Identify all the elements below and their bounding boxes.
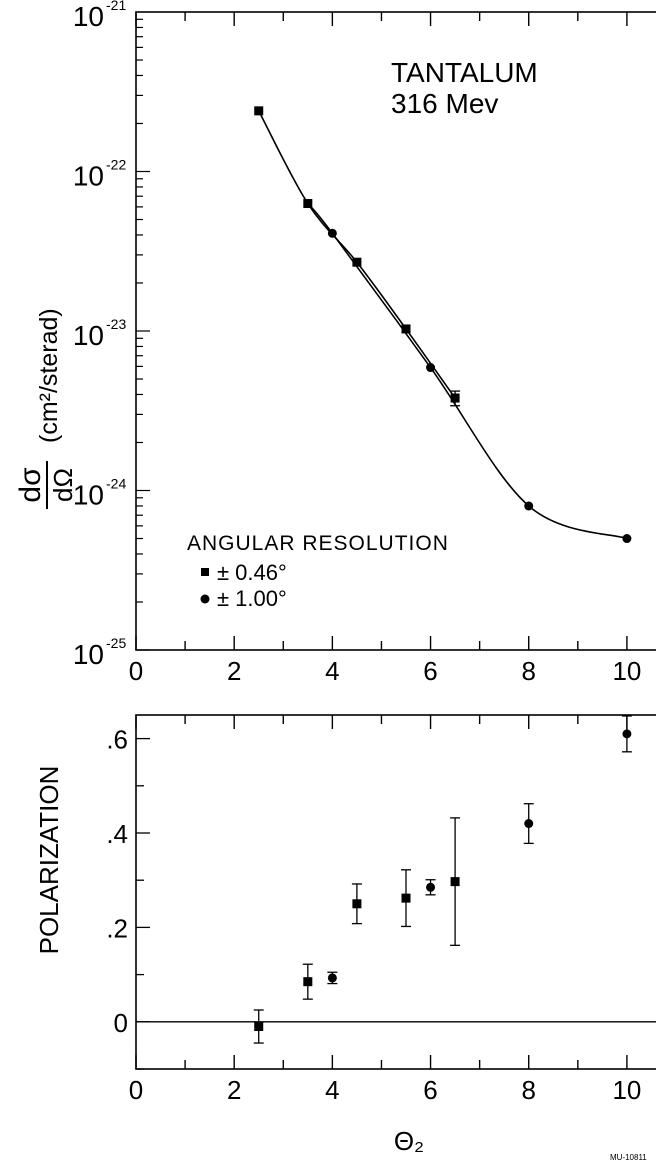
polarization-point-square <box>352 899 362 909</box>
data-point-circle <box>524 501 534 511</box>
polarization-point-square <box>303 977 313 987</box>
fit-curve-squares <box>258 110 456 399</box>
top-x-tick-label: 8 <box>521 656 535 686</box>
top-y-tick-label-exponent: -24 <box>106 476 126 492</box>
polarization-y-axis-label: POLARIZATION <box>34 766 64 955</box>
fit-curve-circles <box>307 202 628 540</box>
bottom-x-tick-label: 8 <box>521 1075 535 1105</box>
polarization-point-square <box>450 877 460 887</box>
cross-section-points <box>254 106 632 544</box>
top-x-tick-label: 10 <box>612 656 641 686</box>
legend: ANGULAR RESOLUTION ± 0.46° ± 1.00° <box>187 532 449 611</box>
top-y-tick-label-exponent: -21 <box>106 0 126 13</box>
y-label-numerator: dσ <box>14 467 47 503</box>
data-point-square <box>303 199 313 209</box>
data-point-square <box>450 393 460 403</box>
legend-label-circles: ± 1.00° <box>217 586 287 611</box>
bottom-x-tick-label: 0 <box>129 1075 143 1105</box>
top-x-tick-label: 0 <box>129 656 143 686</box>
polarization-y-tick-labels: 0 .2 .4 .6 <box>106 725 128 1038</box>
data-point-square <box>401 324 411 334</box>
polarization-points <box>253 715 632 1044</box>
bottom-y-tick-label: .6 <box>106 725 128 755</box>
x-axis-label: Θ₂ <box>394 1126 424 1156</box>
top-y-tick-label: 10 <box>73 639 104 670</box>
bottom-y-tick-label: .4 <box>106 819 128 849</box>
figure-code: MU-10811 <box>610 1153 647 1162</box>
legend-title: ANGULAR RESOLUTION <box>187 532 449 555</box>
polarization-ticks <box>135 715 628 1070</box>
bottom-y-tick-label: 0 <box>114 1008 128 1038</box>
annotation-material: TANTALUM <box>391 57 538 88</box>
data-point-circle <box>622 534 632 544</box>
y-label-unit: (cm²/sterad) <box>35 308 63 443</box>
cross-section-x-tick-labels: 0 2 4 6 8 10 <box>129 656 642 686</box>
top-y-tick-label: 10 <box>73 161 104 192</box>
top-y-tick-label: 10 <box>73 1 104 32</box>
data-point-circle <box>327 228 337 238</box>
data-point-square <box>352 257 362 267</box>
top-y-tick-label: 10 <box>73 480 104 511</box>
top-y-tick-label-exponent: -25 <box>106 635 126 651</box>
polarization-point-circle <box>327 973 337 983</box>
top-y-tick-label-exponent: -23 <box>106 316 126 332</box>
polarization-point-square <box>254 1022 264 1032</box>
polarization-point-circle <box>524 819 534 829</box>
legend-label-squares: ± 0.46° <box>217 560 287 585</box>
top-y-tick-label: 10 <box>73 320 104 351</box>
bottom-x-tick-label: 4 <box>325 1075 339 1105</box>
top-x-tick-label: 4 <box>325 656 339 686</box>
bottom-x-tick-label: 10 <box>612 1075 641 1105</box>
data-point-circle <box>426 363 436 373</box>
top-y-tick-label-exponent: -22 <box>106 157 126 173</box>
polarization-point-circle <box>622 729 632 739</box>
legend-square-marker <box>201 568 209 576</box>
bottom-x-tick-label: 2 <box>227 1075 241 1105</box>
cross-section-y-axis-label: dσ dΩ (cm²/sterad) <box>14 308 78 509</box>
polarization-point-square <box>401 893 411 903</box>
polarization-x-tick-labels: 0 2 4 6 8 10 <box>129 1075 642 1105</box>
cross-section-ticks <box>135 12 628 651</box>
polarization-plot-frame <box>135 714 656 1070</box>
polarization-point-circle <box>426 882 436 892</box>
data-point-square <box>254 106 264 116</box>
y-label-denominator: dΩ <box>48 468 78 502</box>
bottom-y-tick-label: .2 <box>106 913 128 943</box>
polarization-chart: 0 2 4 6 8 10 0 .2 .4 .6 POLARIZATION Θ₂ <box>34 714 656 1156</box>
legend-circle-marker <box>200 594 210 604</box>
top-x-tick-label: 6 <box>423 656 437 686</box>
top-x-tick-label: 2 <box>227 656 241 686</box>
annotation-energy: 316 Mev <box>391 88 498 119</box>
bottom-x-tick-label: 6 <box>423 1075 437 1105</box>
